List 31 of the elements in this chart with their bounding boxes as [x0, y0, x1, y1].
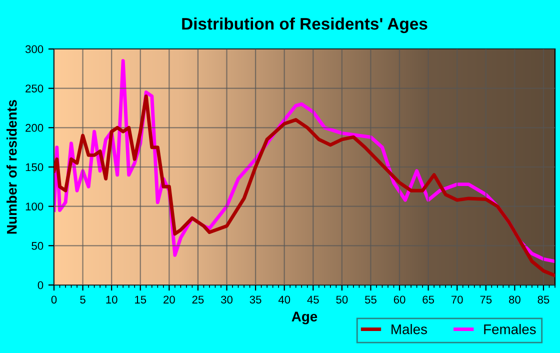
y-tick-label: 150: [26, 163, 44, 172]
x-tick-label: 75: [480, 296, 492, 304]
x-tick-label: 10: [106, 296, 118, 304]
y-tick-label: 100: [26, 202, 44, 210]
x-tick-label: 5: [80, 296, 86, 304]
x-tick-label: 55: [364, 296, 376, 304]
x-tick-label: 0: [51, 296, 57, 304]
x-tick-label: 20: [164, 296, 175, 304]
y-tick-label: 50: [32, 242, 44, 250]
x-tick-label: 25: [192, 296, 204, 304]
x-tick-label: 70: [451, 296, 463, 304]
x-tick-label: 30: [221, 296, 233, 304]
x-tick-label: 45: [307, 296, 319, 304]
x-tick-label: 35: [250, 296, 262, 304]
x-tick-label: 80: [508, 296, 520, 304]
legend-label: Females: [484, 324, 536, 334]
x-tick-label: 50: [336, 296, 348, 304]
x-axis-title: Age: [292, 312, 318, 324]
x-tick-label: 15: [135, 296, 146, 304]
chart-title: Distribution of Residents' Ages: [182, 17, 428, 34]
y-tick-label: 250: [26, 84, 44, 92]
legend-label: Males: [392, 324, 427, 334]
x-tick-label: 85: [538, 296, 550, 304]
x-tick-label: 60: [394, 296, 406, 304]
y-tick-label: 200: [26, 124, 44, 132]
y-tick-label: 0: [38, 281, 44, 290]
x-tick-label: 65: [422, 296, 434, 304]
y-axis-title: Number of residents: [6, 100, 17, 234]
x-tick-label: 40: [278, 296, 290, 304]
y-tick-label: 300: [25, 45, 44, 54]
line-series: [54, 94, 555, 278]
